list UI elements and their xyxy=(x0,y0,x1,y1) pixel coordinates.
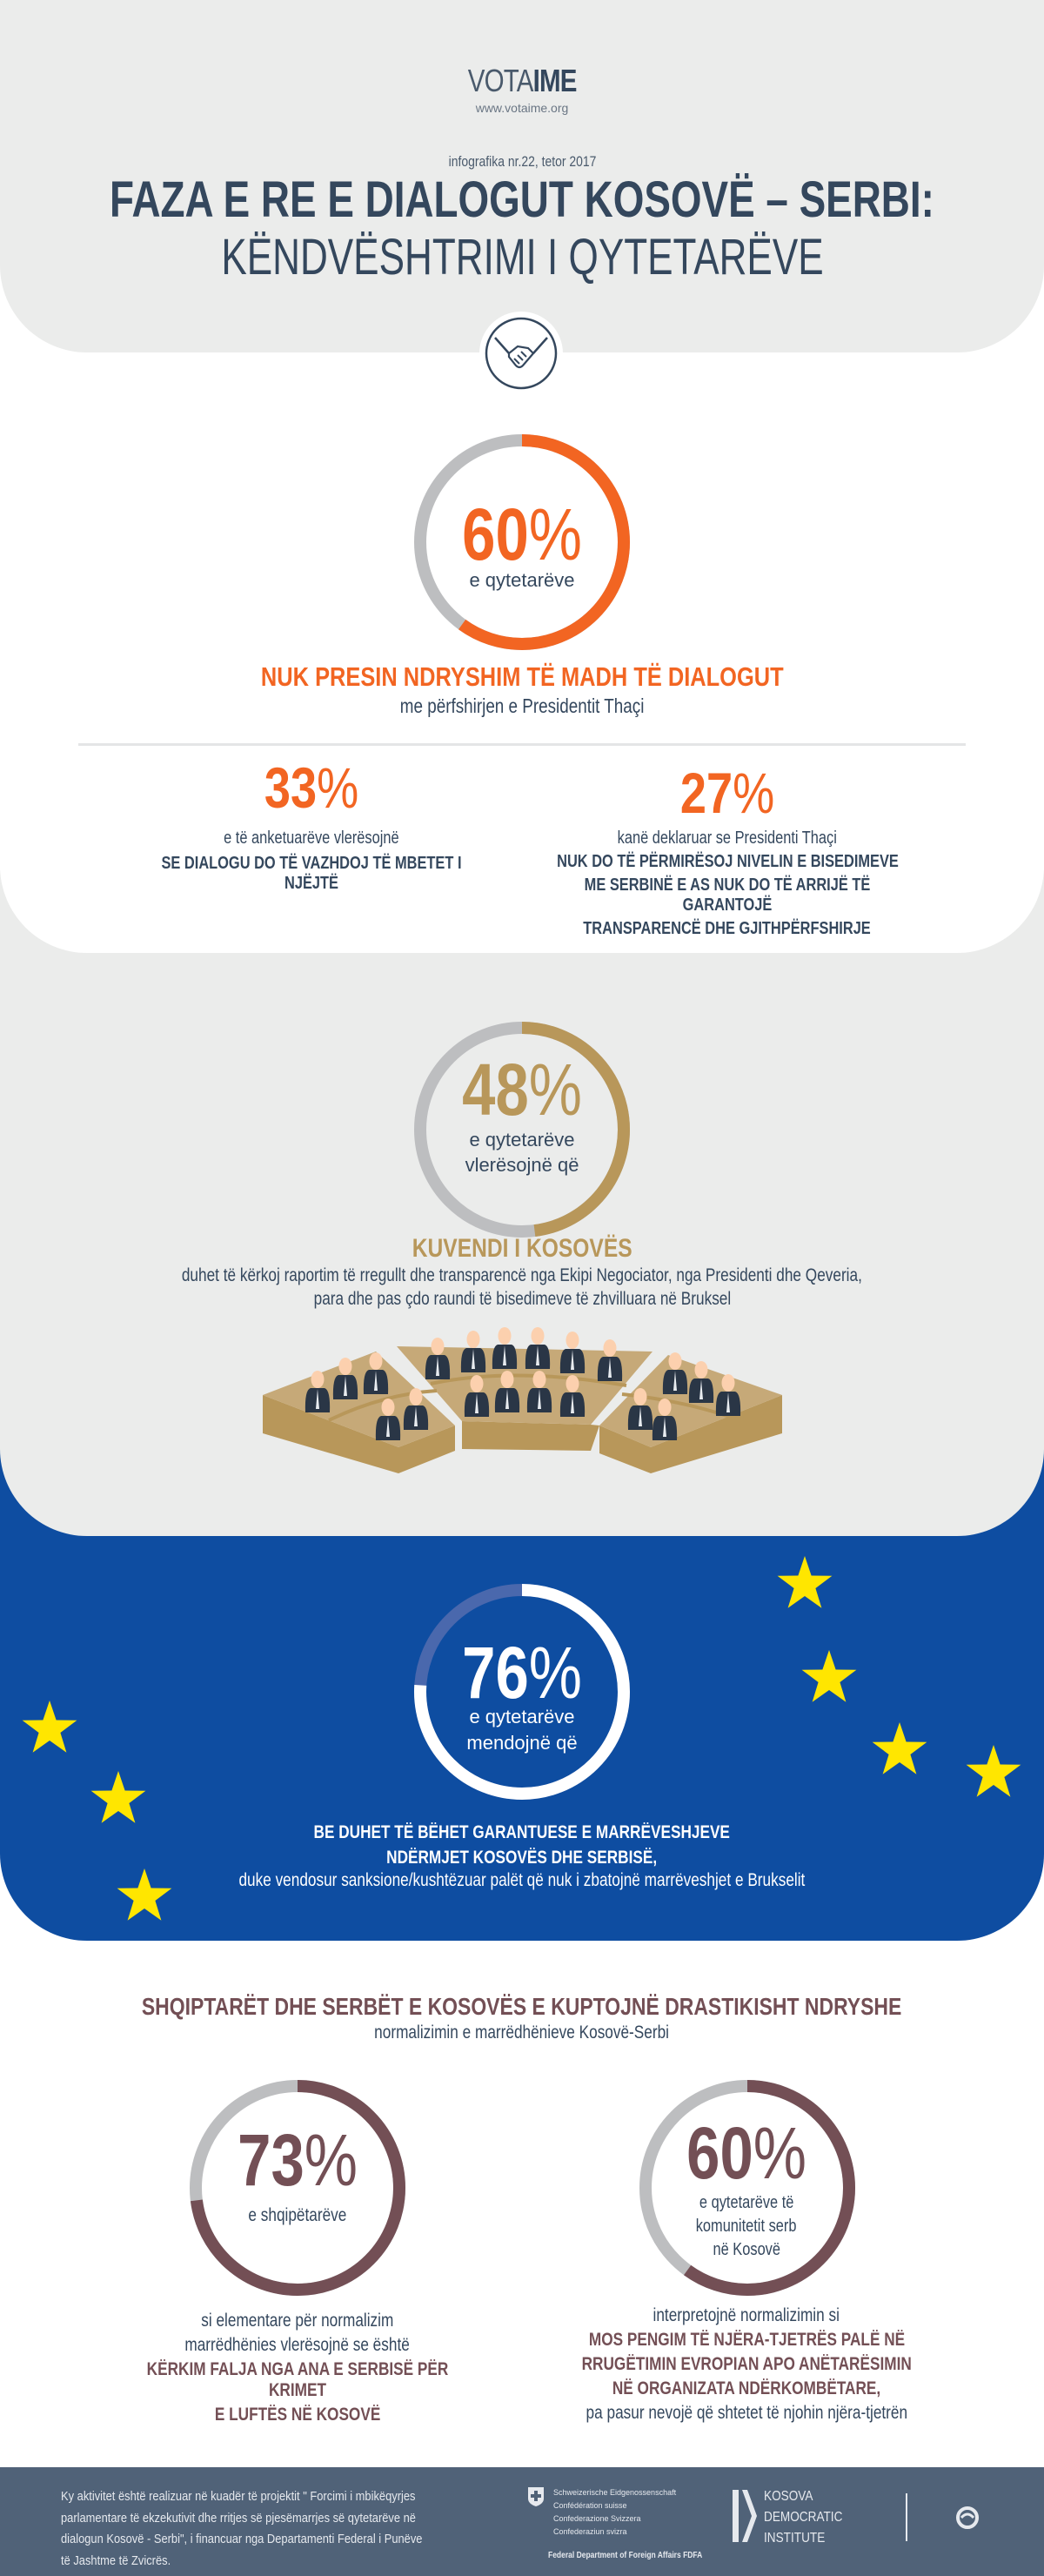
member-figure xyxy=(363,1352,389,1394)
stat-48-percent: 48% xyxy=(462,1049,582,1130)
star-icon xyxy=(777,1556,833,1608)
member-figure xyxy=(304,1371,331,1412)
serbs-block: 60% e qytetarëve të komunitetit serb në … xyxy=(581,2112,912,2423)
star-icon xyxy=(872,1722,927,1774)
header xyxy=(0,0,1044,352)
stat-48-caption-2: vlerësojnë që xyxy=(465,1154,579,1176)
member-figure xyxy=(525,1327,551,1369)
member-figure xyxy=(492,1327,518,1369)
member-figure xyxy=(332,1358,358,1399)
partner-logo-icon xyxy=(956,2506,979,2529)
headline-difference: SHQIPTARËT DHE SERBËT E KOSOVËS E KUPTOJ… xyxy=(142,1993,902,2020)
stat-76-caption-1: e qytetarëve xyxy=(469,1706,575,1727)
stat-76-percent: 76% xyxy=(462,1632,582,1714)
logo: VOTAIME xyxy=(467,63,578,98)
ring-progress xyxy=(414,434,630,650)
assembly-text-1: duhet të kërkoj raportim të rregullt dhe… xyxy=(181,1265,863,1285)
star-icon xyxy=(801,1650,857,1702)
ring-progress xyxy=(414,1022,630,1238)
member-figure xyxy=(375,1399,401,1440)
member-figure xyxy=(662,1352,688,1394)
page-title: FAZA E RE E DIALOGUT KOSOVË – SERBI: xyxy=(110,171,934,228)
ring-chart-48 xyxy=(414,1022,630,1238)
star-icon xyxy=(90,1771,146,1823)
ring-chart-73 xyxy=(190,2080,405,2296)
website-url: www.votaime.org xyxy=(475,101,569,115)
stat-76-caption-2: mendojnë që xyxy=(466,1732,578,1754)
kdi-mark-icon xyxy=(733,2490,757,2542)
page-subtitle: KËNDVËSHTRIMI I QYTETARËVE xyxy=(220,229,824,285)
member-figure xyxy=(559,1375,586,1417)
headline-no-change-sub: me përfshirjen e Presidentit Thaçi xyxy=(399,694,645,717)
footer-note: Ky aktivitet është realizuar në kuadër t… xyxy=(61,2489,423,2568)
star-icon xyxy=(117,1868,172,1921)
member-figure xyxy=(464,1375,490,1417)
ring-chart-60-serb xyxy=(639,2080,855,2296)
star-icon xyxy=(966,1745,1021,1797)
ring-chart-60 xyxy=(414,434,630,650)
stat-27: 27% kanë deklaruar se Presidenti Thaçi N… xyxy=(556,761,899,938)
swiss-cross-icon xyxy=(528,2487,544,2506)
divider xyxy=(78,743,966,746)
headline-assembly: KUVENDI I KOSOVËS xyxy=(412,1234,632,1263)
eu-stars xyxy=(22,1556,1021,1921)
ring-progress xyxy=(639,2080,855,2296)
member-figure xyxy=(688,1361,714,1403)
ring-chart-76 xyxy=(414,1584,630,1800)
ring-progress xyxy=(190,2080,405,2296)
stat-48-caption-1: e qytetarëve xyxy=(469,1129,575,1150)
footer-divider xyxy=(906,2493,907,2541)
eu-text-3: duke vendosur sanksione/kushtëzuar palët… xyxy=(238,1870,806,1890)
member-figure xyxy=(403,1388,429,1430)
member-figure xyxy=(715,1374,741,1416)
assembly-text-2: para dhe pas çdo raundi të bisedimeve të… xyxy=(313,1289,731,1309)
stat-60-caption: e qytetarëve xyxy=(469,569,575,591)
member-figure xyxy=(460,1331,486,1372)
headline-difference-sub: normalizimin e marrëdhënieve Kosovë-Serb… xyxy=(374,2023,670,2043)
parliament-illustration xyxy=(263,1327,782,1473)
footer: Ky aktivitet është realizuar në kuadër t… xyxy=(0,2467,1044,2576)
member-figure xyxy=(652,1399,678,1440)
issue-label: infografika nr.22, tetor 2017 xyxy=(448,153,596,170)
member-figure xyxy=(425,1338,451,1379)
member-figure xyxy=(494,1371,520,1412)
eu-text-2: NDËRMJET KOSOVËS DHE SERBISË, xyxy=(386,1848,658,1868)
ring-progress xyxy=(414,1584,630,1800)
stat-60-percent: 60% xyxy=(462,493,582,575)
member-figure xyxy=(526,1371,552,1412)
member-figure xyxy=(597,1339,623,1381)
member-figure xyxy=(559,1332,586,1373)
handshake-icon xyxy=(479,312,563,395)
stat-33: 33% e të anketuarëve vlerësojnë SE DIALO… xyxy=(161,755,462,893)
star-icon xyxy=(22,1701,77,1753)
albanians-block: 73% e shqipëtarëve si elementare për nor… xyxy=(146,2119,449,2425)
headline-no-change: NUK PRESIN NDRYSHIM TË MADH TË DIALOGUT xyxy=(260,661,784,692)
member-figure xyxy=(627,1388,653,1430)
eu-text-1: BE DUHET TË BËHET GARANTUESE E MARRËVESH… xyxy=(313,1822,731,1842)
